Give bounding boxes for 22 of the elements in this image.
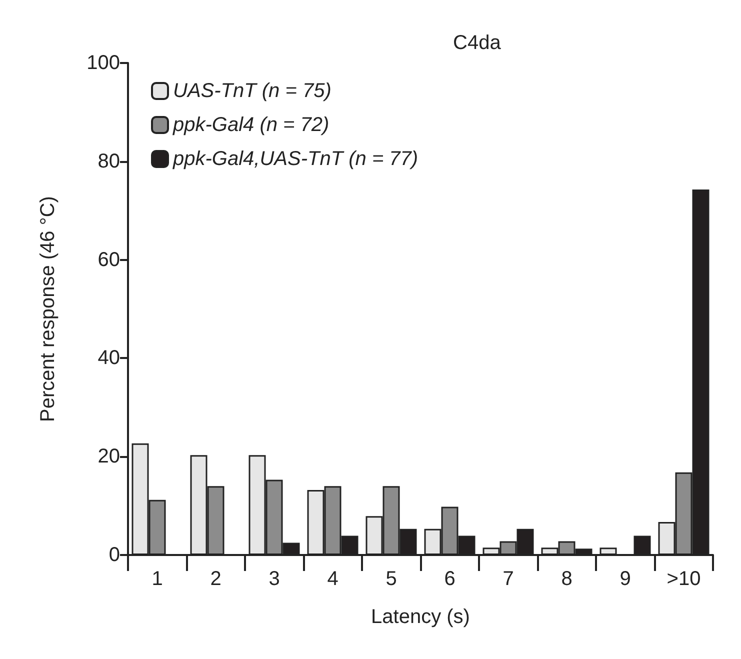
chart-title: C4da xyxy=(453,32,502,54)
legend-label: UAS-TnT (n = 75) xyxy=(173,80,332,102)
x-axis-title: Latency (s) xyxy=(371,606,470,628)
x-tick-label: 2 xyxy=(210,568,222,590)
y-axis-title: Percent response (46 °C) xyxy=(37,196,59,422)
x-tick-label: 5 xyxy=(386,568,397,590)
x-tick-label: 4 xyxy=(327,568,338,590)
x-tick-label: 3 xyxy=(268,568,280,590)
y-tick-label: 20 xyxy=(98,446,120,468)
legend-label: ppk-Gal4 (n = 72) xyxy=(172,114,330,136)
x-tick-label: 8 xyxy=(561,568,572,590)
x-tick-label: 7 xyxy=(502,568,514,590)
legend-label: ppk-Gal4,UAS-TnT (n = 77) xyxy=(172,148,418,170)
y-tick-label: 100 xyxy=(86,52,120,74)
x-tick-label: 6 xyxy=(444,568,456,590)
x-tick-label: 1 xyxy=(152,568,163,590)
y-tick-label: 0 xyxy=(108,544,120,566)
y-tick-label: 40 xyxy=(98,347,120,370)
x-tick-label: >10 xyxy=(666,568,701,590)
x-tick-label: 9 xyxy=(620,568,631,590)
y-tick-label: 80 xyxy=(98,150,120,172)
y-tick-label: 60 xyxy=(98,248,120,271)
